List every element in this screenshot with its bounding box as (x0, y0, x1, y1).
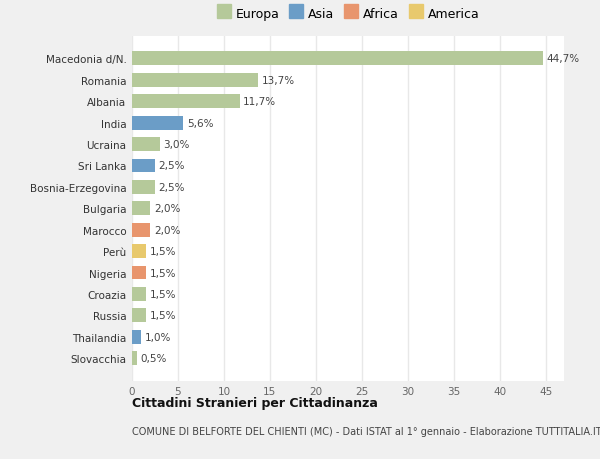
Text: 2,5%: 2,5% (158, 183, 185, 192)
Bar (132, 287, 146, 301)
Bar (132, 245, 146, 258)
Text: 3,0%: 3,0% (163, 140, 190, 150)
Text: 1,5%: 1,5% (149, 289, 176, 299)
Text: 1,5%: 1,5% (149, 246, 176, 257)
Bar (132, 309, 146, 323)
Text: 2,0%: 2,0% (154, 225, 181, 235)
Bar (132, 138, 160, 152)
Text: 1,0%: 1,0% (145, 332, 171, 342)
Bar (132, 330, 141, 344)
Text: COMUNE DI BELFORTE DEL CHIENTI (MC) - Dati ISTAT al 1° gennaio - Elaborazione TU: COMUNE DI BELFORTE DEL CHIENTI (MC) - Da… (132, 426, 600, 436)
Text: 0,5%: 0,5% (140, 353, 167, 364)
Text: 1,5%: 1,5% (149, 311, 176, 321)
Bar (132, 117, 184, 130)
Bar (132, 352, 137, 365)
Text: Cittadini Stranieri per Cittadinanza: Cittadini Stranieri per Cittadinanza (132, 396, 378, 409)
Legend: Europa, Asia, Africa, America: Europa, Asia, Africa, America (214, 6, 482, 23)
Bar (132, 180, 155, 195)
Text: 13,7%: 13,7% (262, 76, 295, 86)
Text: 2,0%: 2,0% (154, 204, 181, 214)
Text: 5,6%: 5,6% (187, 118, 214, 129)
Bar (132, 202, 151, 216)
Text: 11,7%: 11,7% (243, 97, 277, 107)
Text: 2,5%: 2,5% (158, 161, 185, 171)
Bar (132, 95, 239, 109)
Text: 44,7%: 44,7% (547, 54, 580, 64)
Bar (132, 74, 258, 88)
Bar (132, 266, 146, 280)
Text: 1,5%: 1,5% (149, 268, 176, 278)
Bar (132, 159, 155, 173)
Bar (132, 52, 543, 66)
Bar (132, 223, 151, 237)
